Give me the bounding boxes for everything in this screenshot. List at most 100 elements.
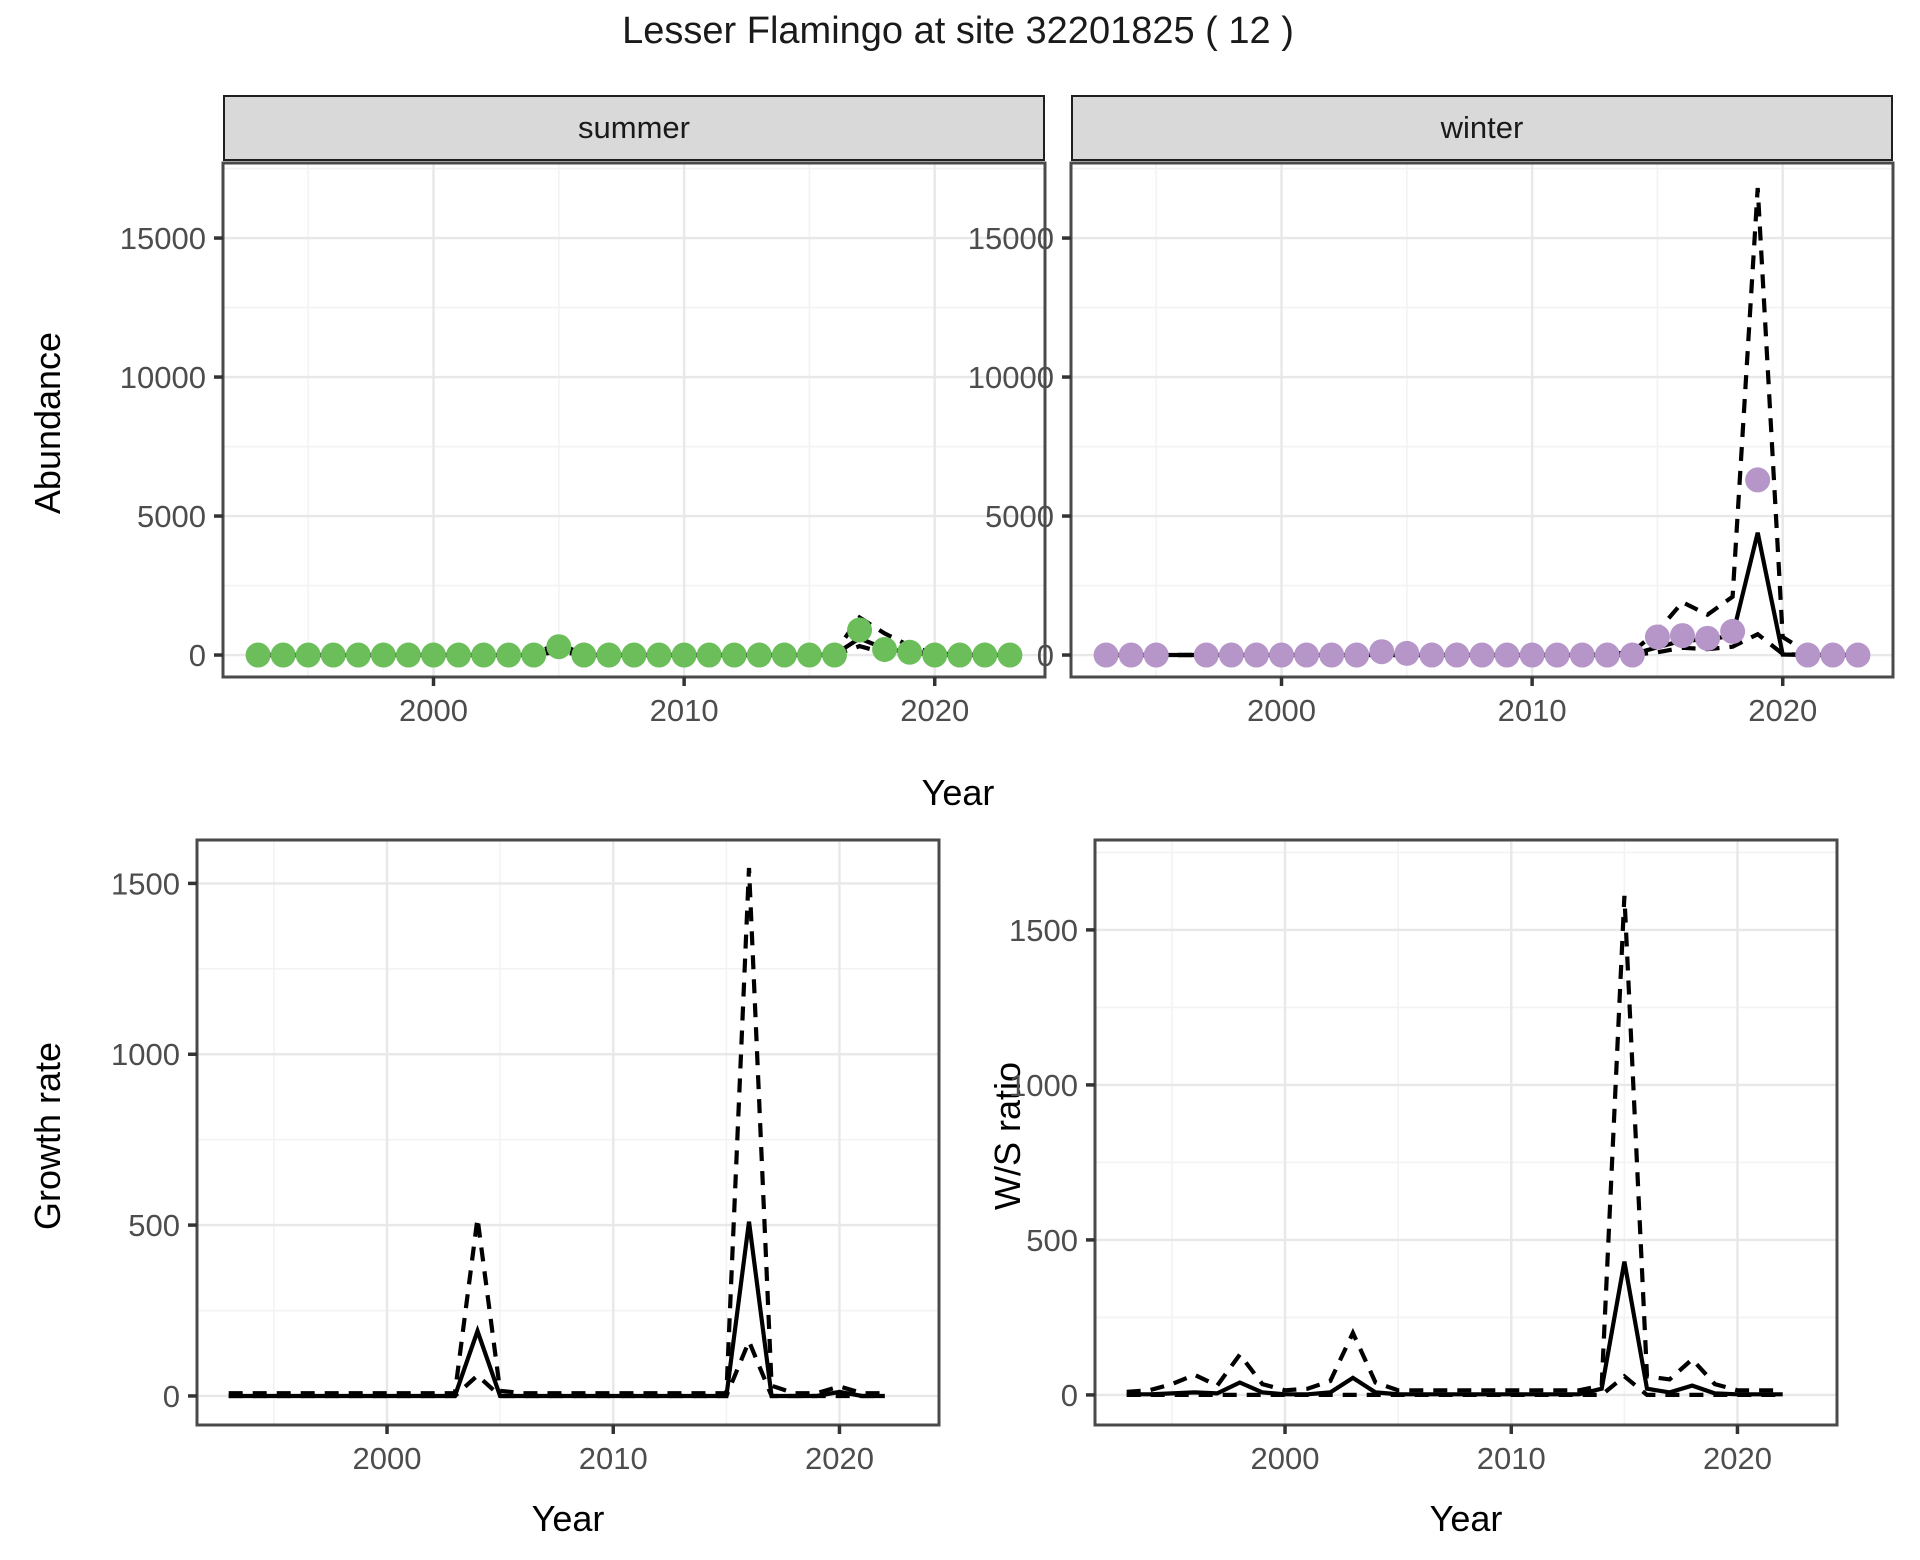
data-point-observed_counts	[270, 642, 296, 668]
data-point-observed_counts	[546, 634, 572, 660]
data-point-observed_counts	[1619, 642, 1645, 668]
x-axis-title-ws: Year	[1429, 1498, 1503, 1539]
x-tick-label: 2000	[1251, 1441, 1320, 1476]
data-point-observed_counts	[1669, 623, 1695, 649]
y-tick-label: 10000	[120, 360, 206, 395]
y-tick-label: 0	[163, 1379, 180, 1414]
x-tick-label: 2020	[1748, 693, 1817, 728]
data-point-observed_counts	[571, 642, 597, 668]
data-point-observed_counts	[1644, 624, 1670, 650]
data-point-observed_counts	[872, 636, 898, 662]
data-point-observed_counts	[345, 642, 371, 668]
data-point-observed_counts	[1319, 642, 1345, 668]
chart-title: Lesser Flamingo at site 32201825 ( 12 )	[622, 10, 1294, 52]
data-point-observed_counts	[471, 642, 497, 668]
data-point-observed_counts	[370, 642, 396, 668]
data-point-observed_counts	[1093, 642, 1119, 668]
data-point-observed_counts	[1143, 642, 1169, 668]
x-tick-label: 2000	[353, 1441, 422, 1476]
data-point-observed_counts	[721, 642, 747, 668]
data-point-observed_counts	[1845, 642, 1871, 668]
data-point-observed_counts	[1118, 642, 1144, 668]
data-point-observed_counts	[1218, 642, 1244, 668]
series-upper_ci-line	[228, 867, 885, 1396]
data-point-observed_counts	[1269, 642, 1295, 668]
y-tick-label: 15000	[968, 221, 1054, 256]
data-point-observed_counts	[1519, 642, 1545, 668]
x-axis-title-top: Year	[921, 772, 995, 813]
x-axis-title-growth: Year	[531, 1498, 605, 1539]
y-tick-label: 0	[189, 638, 206, 673]
data-point-observed_counts	[1745, 467, 1771, 493]
data-point-observed_counts	[1394, 640, 1420, 666]
data-point-observed_counts	[596, 642, 622, 668]
data-point-observed_counts	[972, 642, 998, 668]
data-point-observed_counts	[897, 639, 923, 665]
data-point-observed_counts	[1344, 642, 1370, 668]
data-point-observed_counts	[1695, 625, 1721, 651]
data-point-observed_counts	[496, 642, 522, 668]
series-modelled_mean-line	[228, 1221, 885, 1399]
data-point-observed_counts	[245, 642, 271, 668]
data-point-observed_counts	[1820, 642, 1846, 668]
x-tick-label: 2020	[805, 1441, 874, 1476]
data-point-observed_counts	[395, 642, 421, 668]
y-tick-label: 1000	[111, 1037, 180, 1072]
data-point-observed_counts	[1294, 642, 1320, 668]
x-tick-label: 2010	[1498, 693, 1567, 728]
data-point-observed_counts	[646, 642, 672, 668]
y-tick-label: 500	[128, 1208, 180, 1243]
x-tick-label: 2000	[399, 693, 468, 728]
data-point-observed_counts	[421, 642, 447, 668]
x-tick-label: 2020	[1703, 1441, 1772, 1476]
data-point-observed_counts	[1419, 642, 1445, 668]
series-lower_ci-line	[1126, 1373, 1783, 1397]
data-point-observed_counts	[1494, 642, 1520, 668]
facet-strip-winter: winter	[1071, 95, 1893, 161]
y-tick-label: 1000	[1009, 1068, 1078, 1103]
data-point-observed_counts	[320, 642, 346, 668]
data-point-observed_counts	[1594, 642, 1620, 668]
data-point-observed_counts	[1795, 642, 1821, 668]
y-tick-label: 500	[1026, 1223, 1078, 1258]
x-tick-label: 2010	[579, 1441, 648, 1476]
data-point-observed_counts	[295, 642, 321, 668]
data-point-observed_counts	[1469, 642, 1495, 668]
y-tick-label: 5000	[137, 499, 206, 534]
data-point-observed_counts	[997, 642, 1023, 668]
data-point-observed_counts	[671, 642, 697, 668]
data-point-observed_counts	[1544, 642, 1570, 668]
y-tick-label: 0	[1037, 638, 1054, 673]
y-tick-label: 0	[1061, 1378, 1078, 1413]
x-tick-label: 2010	[1477, 1441, 1546, 1476]
series-modelled_mean-line	[1126, 1261, 1783, 1397]
data-point-observed_counts	[1243, 642, 1269, 668]
x-tick-label: 2020	[900, 693, 969, 728]
x-tick-label: 2010	[650, 693, 719, 728]
y-tick-label: 1500	[111, 866, 180, 901]
data-point-observed_counts	[771, 642, 797, 668]
data-point-observed_counts	[821, 642, 847, 668]
data-point-observed_counts	[746, 642, 772, 668]
series-upper_ci-line	[1126, 895, 1783, 1394]
x-tick-label: 2000	[1247, 693, 1316, 728]
data-point-observed_counts	[947, 642, 973, 668]
data-point-observed_counts	[1444, 642, 1470, 668]
data-point-observed_counts	[446, 642, 472, 668]
data-point-observed_counts	[1369, 639, 1395, 665]
y-tick-label: 15000	[120, 221, 206, 256]
data-point-observed_counts	[847, 617, 873, 643]
facet-label-winter: winter	[1440, 110, 1524, 145]
facet-strip-summer: summer	[223, 95, 1045, 161]
data-point-observed_counts	[696, 642, 722, 668]
data-point-observed_counts	[1720, 618, 1746, 644]
data-point-observed_counts	[1193, 642, 1219, 668]
data-point-observed_counts	[796, 642, 822, 668]
y-tick-label: 5000	[985, 499, 1054, 534]
facet-label-summer: summer	[578, 110, 690, 145]
